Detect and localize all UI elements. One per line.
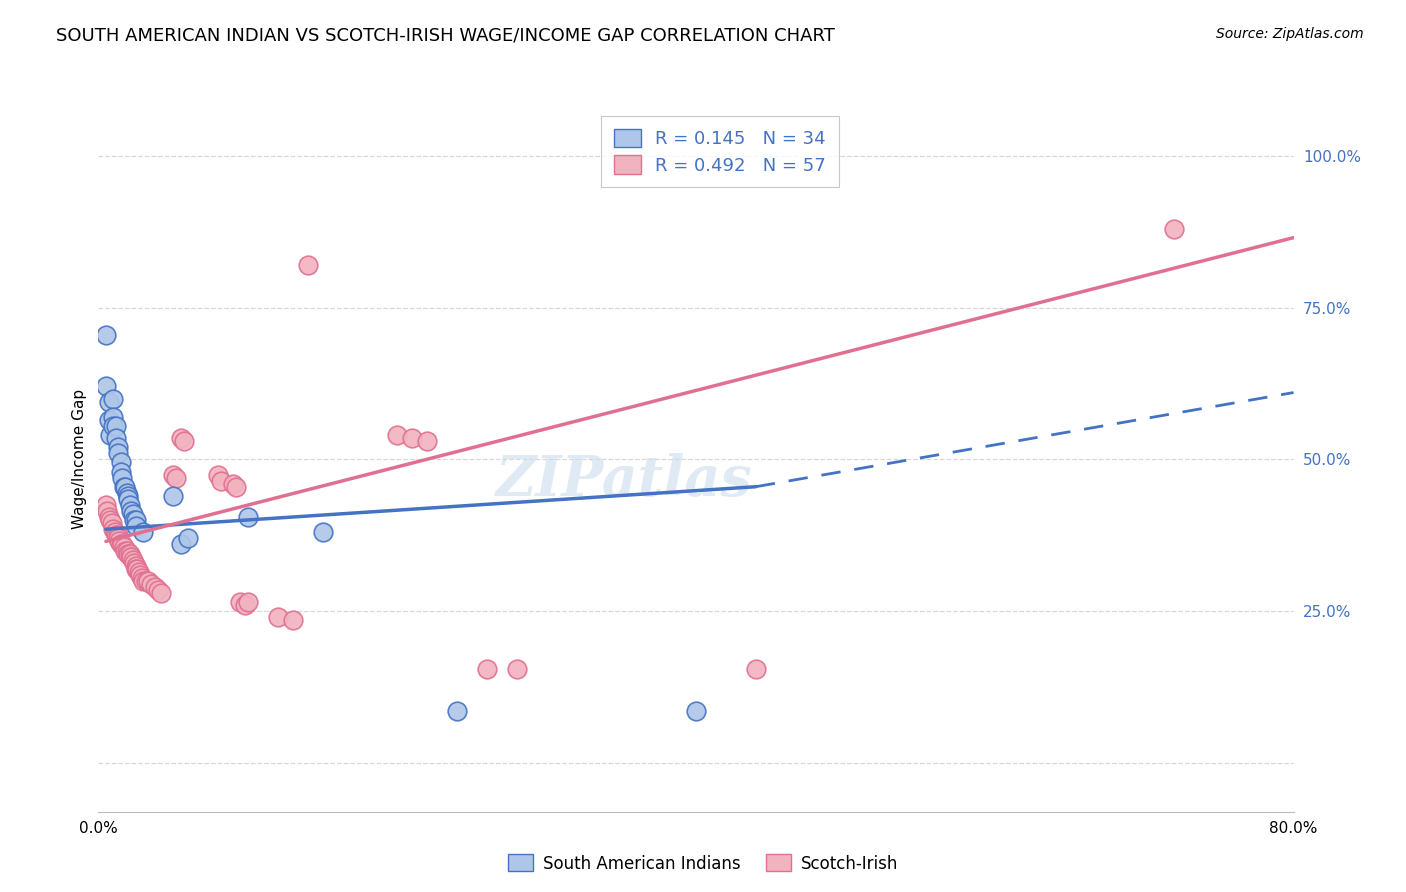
Point [125, 519, 148, 533]
Point [416, 434, 439, 449]
Point [98, 428, 122, 442]
Point [111, 470, 134, 484]
Point [209, 474, 232, 488]
Point [1163, 221, 1185, 235]
Point [94, 498, 117, 512]
Point [105, 419, 128, 434]
Point [107, 528, 129, 542]
Point [281, 613, 304, 627]
Legend: R = 0.145   N = 34, R = 0.492   N = 57: R = 0.145 N = 34, R = 0.492 N = 57 [602, 116, 838, 187]
Point [136, 574, 159, 588]
Point [124, 556, 146, 570]
Point [125, 513, 148, 527]
Point [118, 498, 141, 512]
Point [110, 465, 132, 479]
Point [117, 547, 139, 561]
Point [143, 580, 166, 594]
Point [169, 537, 191, 551]
Point [128, 565, 150, 579]
Point [745, 662, 768, 676]
Point [107, 532, 129, 546]
Point [125, 562, 148, 576]
Point [169, 431, 191, 445]
Point [115, 485, 138, 500]
Point [132, 574, 155, 588]
Point [267, 610, 290, 624]
Point [120, 549, 142, 564]
Point [103, 522, 125, 536]
Point [131, 571, 153, 585]
Point [110, 537, 132, 551]
Point [207, 467, 229, 482]
Point [105, 431, 128, 445]
Point [114, 543, 136, 558]
Point [112, 541, 135, 555]
Point [127, 562, 149, 576]
Point [129, 567, 152, 582]
Y-axis label: Wage/Income Gap: Wage/Income Gap [72, 389, 87, 530]
Point [162, 489, 184, 503]
Text: SOUTH AMERICAN INDIAN VS SCOTCH-IRISH WAGE/INCOME GAP CORRELATION CHART: SOUTH AMERICAN INDIAN VS SCOTCH-IRISH WA… [56, 27, 835, 45]
Point [110, 455, 132, 469]
Point [125, 558, 148, 573]
Point [107, 446, 129, 460]
Point [97, 413, 120, 427]
Point [103, 409, 125, 424]
Point [685, 705, 707, 719]
Point [118, 547, 141, 561]
Point [94, 327, 117, 342]
Point [105, 528, 128, 542]
Point [115, 543, 138, 558]
Point [120, 504, 142, 518]
Point [103, 392, 125, 406]
Point [117, 491, 139, 506]
Point [120, 549, 142, 564]
Point [124, 513, 146, 527]
Point [117, 547, 139, 561]
Point [117, 489, 139, 503]
Point [162, 467, 184, 482]
Point [401, 431, 423, 445]
Text: Source: ZipAtlas.com: Source: ZipAtlas.com [1216, 27, 1364, 41]
Point [112, 480, 135, 494]
Text: ZIPatlas: ZIPatlas [496, 453, 752, 508]
Point [225, 480, 247, 494]
Point [236, 510, 259, 524]
Point [139, 577, 162, 591]
Point [177, 532, 200, 546]
Point [108, 534, 131, 549]
Point [111, 537, 134, 551]
Point [311, 525, 333, 540]
Point [101, 516, 124, 531]
Point [222, 476, 245, 491]
Point [506, 662, 529, 676]
Point [165, 470, 187, 484]
Point [121, 552, 143, 566]
Point [103, 419, 125, 434]
Legend: South American Indians, Scotch-Irish: South American Indians, Scotch-Irish [502, 847, 904, 880]
Point [233, 598, 256, 612]
Point [94, 379, 117, 393]
Point [135, 574, 157, 588]
Point [96, 504, 118, 518]
Point [107, 440, 129, 454]
Point [114, 480, 136, 494]
Point [132, 525, 155, 540]
Point [121, 507, 143, 521]
Point [97, 394, 120, 409]
Point [97, 510, 120, 524]
Point [104, 525, 127, 540]
Point [446, 705, 468, 719]
Point [150, 586, 173, 600]
Point [297, 258, 319, 272]
Point [385, 428, 409, 442]
Point [173, 434, 195, 449]
Point [148, 582, 170, 597]
Point [475, 662, 498, 676]
Point [229, 595, 252, 609]
Point [98, 513, 122, 527]
Point [236, 595, 259, 609]
